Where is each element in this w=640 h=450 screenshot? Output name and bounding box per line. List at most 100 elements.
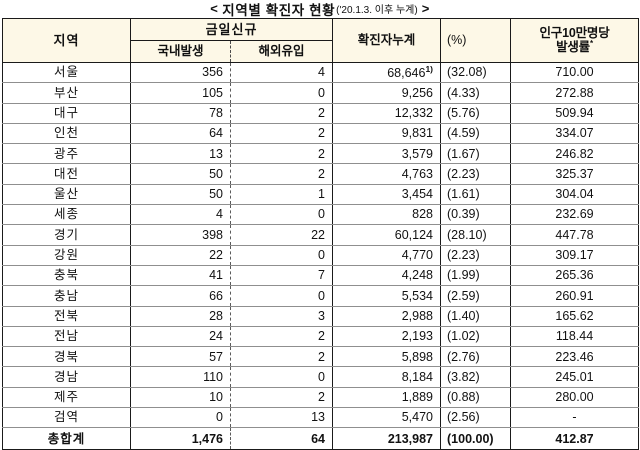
cell-percent-text: (32.08) [447, 65, 487, 80]
cell-region-text: 울산 [53, 187, 79, 202]
cell-cumulative: 9,256 [332, 82, 441, 104]
cell-imported: 64 [230, 427, 333, 450]
cell-region-text: 경남 [53, 369, 79, 384]
cell-rate: - [510, 407, 639, 429]
cell-region: 대전 [2, 163, 131, 185]
cell-rate: 118.44 [510, 325, 639, 348]
cell-region: 충북 [2, 264, 131, 287]
cell-cumulative-text: 5,534 [401, 288, 433, 303]
cell-rate-text: 118.44 [555, 329, 594, 344]
cell-cumulative-text: 60,124 [394, 227, 433, 242]
col-header-cumulative: 확진자누계 [332, 18, 441, 63]
cell-rate: 246.82 [510, 143, 639, 165]
cell-percent-text: (2.76) [447, 349, 480, 364]
cell-percent: (32.08) [440, 61, 511, 84]
cell-domestic-text: 64 [209, 126, 223, 141]
cell-imported-text: 2 [318, 105, 325, 120]
cell-cumulative-text: 1,889 [401, 390, 433, 405]
table-row: 경기 398 22 60,124 (28.10) 447.78 [2, 224, 639, 246]
cell-imported-text: 64 [311, 431, 325, 446]
cell-rate: 280.00 [510, 386, 639, 409]
cell-imported: 13 [230, 407, 333, 429]
col-header-today-group: 금일신규 [130, 18, 333, 41]
cell-imported: 0 [230, 285, 333, 307]
cell-region: 울산 [2, 183, 131, 206]
cell-percent: (1.40) [440, 305, 511, 327]
cell-domestic-text: 50 [209, 166, 223, 181]
cell-domestic: 1,476 [130, 427, 231, 450]
col-header-imported: 해외유입 [230, 40, 333, 63]
table-row: 제주 10 2 1,889 (0.88) 280.00 [2, 386, 639, 409]
cell-imported: 3 [230, 305, 333, 327]
cell-imported-text: 0 [318, 288, 325, 303]
cell-domestic-text: 24 [209, 329, 223, 344]
cell-domestic: 50 [130, 183, 231, 206]
cell-cumulative: 5,898 [332, 346, 441, 368]
cell-region-text: 서울 [53, 65, 79, 80]
cell-percent-text: (5.76) [447, 105, 480, 120]
cell-percent-text: (1.40) [447, 308, 480, 323]
cell-domestic: 57 [130, 346, 231, 368]
cell-domestic: 4 [130, 204, 231, 226]
cell-region: 부산 [2, 82, 131, 104]
cell-percent: (4.59) [440, 122, 511, 145]
cell-region-text: 전남 [53, 329, 79, 344]
title-main-text: 지역별 확진자 현황 [222, 2, 336, 18]
cell-domestic: 24 [130, 325, 231, 348]
cell-region: 충남 [2, 285, 131, 307]
cell-region: 세종 [2, 204, 131, 226]
table-row: 세종 4 0 828 (0.39) 232.69 [2, 204, 639, 226]
cell-percent: (2.56) [440, 407, 511, 429]
cell-percent-text: (100.00) [447, 431, 494, 446]
cell-rate-text: 245.01 [555, 369, 594, 384]
cell-percent: (2.23) [440, 244, 511, 266]
cell-imported-text: 2 [318, 390, 325, 405]
rate-header-line2: 발생률* [511, 39, 638, 54]
cell-imported-text: 2 [318, 349, 325, 364]
cell-imported: 22 [230, 224, 333, 246]
cell-cumulative-superscript: 1) [425, 64, 433, 75]
cell-domestic-text: 10 [209, 390, 223, 405]
cell-imported: 0 [230, 244, 333, 266]
cell-percent: (1.61) [440, 183, 511, 206]
cell-imported-text: 2 [318, 146, 325, 161]
cell-imported: 7 [230, 264, 333, 287]
cell-cumulative: 3,454 [332, 183, 441, 206]
title-close-bracket: > [421, 1, 430, 16]
cell-percent-text: (1.02) [447, 329, 480, 344]
cell-domestic: 10 [130, 386, 231, 409]
cell-rate-text: 232.69 [555, 207, 594, 222]
cell-imported: 2 [230, 102, 333, 124]
cell-cumulative: 1,889 [332, 386, 441, 409]
cell-domestic-text: 50 [209, 187, 223, 202]
cell-region: 경기 [2, 224, 131, 246]
cell-imported: 0 [230, 204, 333, 226]
cell-domestic: 66 [130, 285, 231, 307]
cell-percent-text: (0.88) [447, 390, 480, 405]
cell-percent: (0.88) [440, 386, 511, 409]
cell-region: 총합계 [2, 427, 131, 450]
header-row-top: 지역 금일신규 확진자누계 (%) 인구10만명당 발생률* [2, 18, 639, 63]
cell-percent: (5.76) [440, 102, 511, 124]
cell-region: 대구 [2, 102, 131, 124]
cell-domestic-text: 0 [216, 410, 223, 425]
cell-percent-text: (1.67) [447, 146, 480, 161]
cell-rate: 509.94 [510, 102, 639, 124]
cell-cumulative: 4,763 [332, 163, 441, 185]
table-row: 부산 105 0 9,256 (4.33) 272.88 [2, 82, 639, 104]
cell-rate: 412.87 [510, 427, 639, 450]
cell-imported: 2 [230, 386, 333, 409]
cell-imported: 0 [230, 366, 333, 388]
cell-rate: 265.36 [510, 264, 639, 287]
table-header: 지역 금일신규 확진자누계 (%) 인구10만명당 발생률* 국내발생 해외유입 [2, 18, 639, 63]
cell-percent: (2.76) [440, 346, 511, 368]
cell-rate: 304.04 [510, 183, 639, 206]
rate-header-line1: 인구10만명당 [539, 26, 610, 41]
cell-domestic-text: 13 [209, 146, 223, 161]
cell-cumulative: 2,193 [332, 325, 441, 348]
cell-percent-text: (3.82) [447, 369, 480, 384]
cell-rate-text: - [572, 410, 577, 425]
cell-domestic-text: 78 [209, 105, 223, 120]
cell-imported-text: 22 [311, 227, 325, 242]
cell-domestic: 64 [130, 122, 231, 145]
